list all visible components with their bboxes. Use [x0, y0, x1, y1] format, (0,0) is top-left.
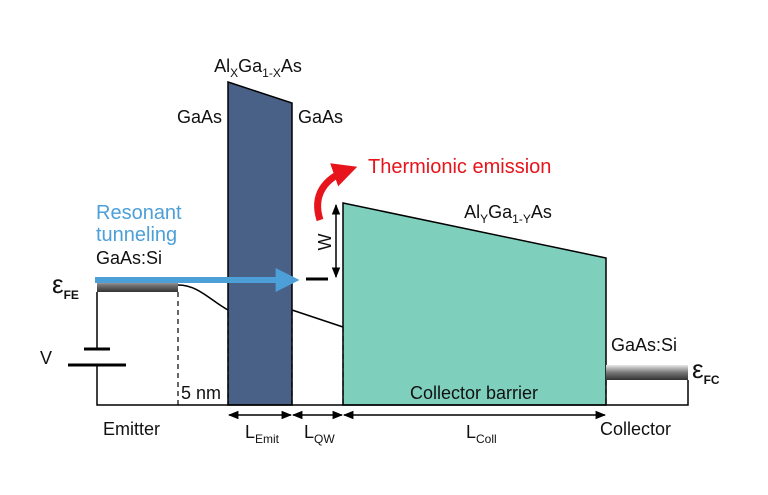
material-label: GaAs	[177, 107, 222, 127]
bias-label: V	[40, 348, 52, 368]
fermi-label: εFE	[52, 269, 79, 302]
well-band	[291, 309, 344, 328]
dimension-label: LColl	[466, 422, 497, 446]
dimension-label: LEmit	[245, 422, 280, 446]
emitter-barrier	[227, 80, 293, 406]
resonant-label: tunneling	[96, 224, 177, 246]
region-label: Emitter	[103, 419, 160, 439]
emitter-barrier-label: AlXGa1-XAs	[214, 56, 302, 80]
collector-contact	[606, 365, 688, 380]
thermionic-label: Thermionic emission	[368, 156, 551, 178]
fermi-label: εFC	[692, 354, 720, 387]
material-label: GaAs:Si	[96, 248, 162, 268]
w-label: W	[315, 234, 335, 251]
collector-barrier-label: AlYGa1-YAs	[464, 202, 552, 226]
spacer-label: 5 nm	[181, 383, 221, 403]
labels: AlXGa1-XAs GaAs GaAs Thermionic emission…	[40, 56, 720, 446]
band-bending	[177, 284, 229, 311]
collector-barrier	[342, 202, 607, 406]
dashed-guides	[177, 292, 607, 405]
thermionic-arrow	[314, 163, 358, 222]
drawing	[68, 80, 689, 420]
collector-barrier-name: Collector barrier	[410, 383, 538, 403]
material-label: GaAs	[298, 107, 343, 127]
material-label: GaAs:Si	[611, 335, 677, 355]
circuit-wire	[96, 292, 689, 406]
dimension-label: LQW	[304, 422, 335, 446]
region-label: Collector	[600, 419, 671, 439]
resonant-label: Resonant	[96, 202, 182, 224]
